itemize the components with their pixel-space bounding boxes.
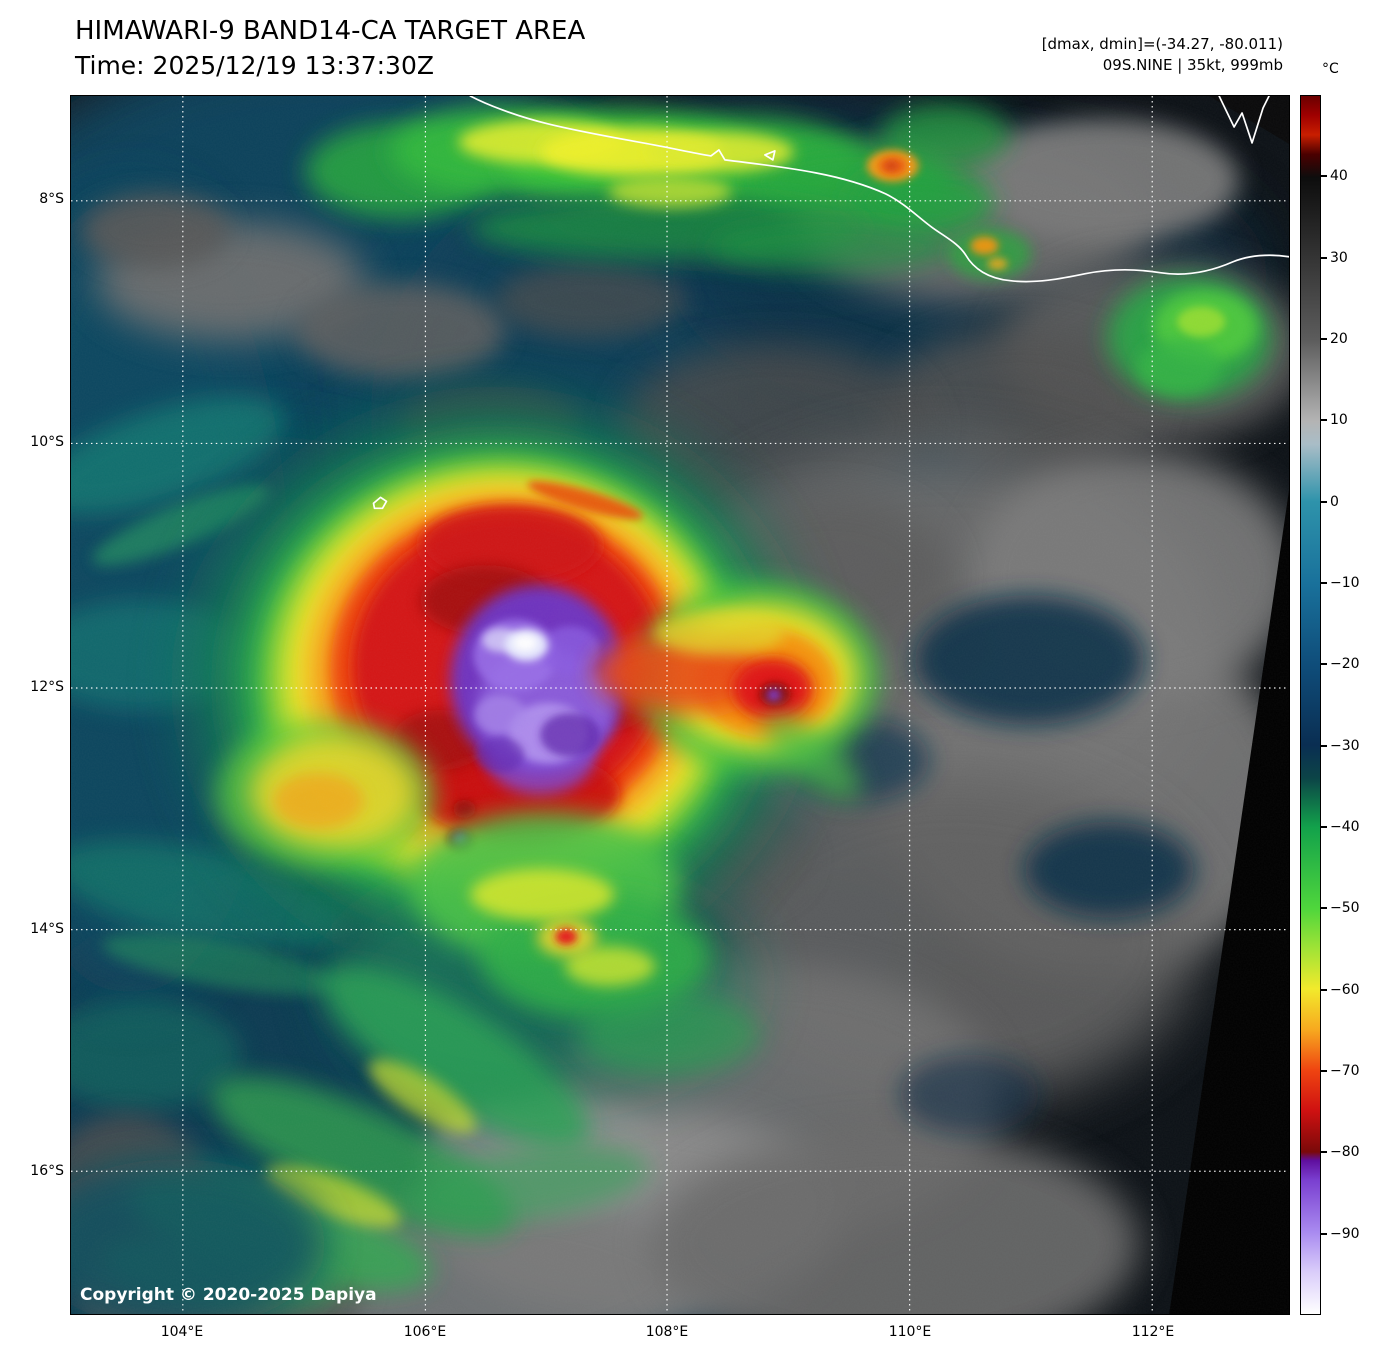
colorbar-tick-n50: −50 [1321, 900, 1360, 916]
colorbar-tick-0: 0 [1321, 494, 1339, 510]
tick-mark [1321, 1151, 1327, 1153]
colorbar-tick-40: 40 [1321, 168, 1348, 184]
colorbar-tick-label: 30 [1330, 250, 1348, 266]
colorbar-tick-label: 20 [1330, 331, 1348, 347]
colorbar-tick-n80: −80 [1321, 1144, 1360, 1160]
tick-mark [1321, 582, 1327, 584]
tick-mark [1321, 745, 1327, 747]
time-label: Time: 2025/12/19 13:37:30Z [75, 51, 434, 80]
lat-label-10s: 10°S [30, 434, 64, 450]
extrema-label: [dmax, dmin]=(-34.27, -80.011) [1041, 35, 1283, 53]
gridlines [71, 96, 1289, 1314]
coastline [372, 96, 1289, 510]
colorbar [1300, 95, 1321, 1315]
tick-mark [1321, 989, 1327, 991]
colorbar-tick-label: −10 [1330, 575, 1360, 591]
tick-mark [1321, 1233, 1327, 1235]
colorbar-tick-label: 10 [1330, 412, 1348, 428]
colorbar-tick-10: 10 [1321, 412, 1348, 428]
colorbar-tick-label: −40 [1330, 819, 1360, 835]
colorbar-tick-label: −80 [1330, 1144, 1360, 1160]
header-info: [dmax, dmin]=(-34.27, -80.011) 09S.NINE … [1042, 34, 1283, 76]
tick-mark [1321, 257, 1327, 259]
colorbar-tick-n20: −20 [1321, 656, 1360, 672]
lon-label-104e: 104°E [160, 1324, 204, 1340]
colorbar-tick-n60: −60 [1321, 982, 1360, 998]
copyright-label: Copyright © 2020-2025 Dapiya [80, 1285, 377, 1305]
colorbar-tick-n40: −40 [1321, 819, 1360, 835]
satellite-imagery [71, 96, 1289, 1314]
colorbar-tick-20: 20 [1321, 331, 1348, 347]
colorbar-tick-n10: −10 [1321, 575, 1360, 591]
lon-label-106e: 106°E [403, 1324, 447, 1340]
colorbar-tick-label: 40 [1330, 168, 1348, 184]
page-title: HIMAWARI-9 BAND14-CA TARGET AREA [75, 16, 586, 46]
lat-label-16s: 16°S [30, 1163, 64, 1179]
tick-mark [1321, 907, 1327, 909]
lon-label-112e: 112°E [1131, 1324, 1175, 1340]
colorbar-unit-label: °C [1322, 61, 1339, 77]
colorbar-tick-label: −50 [1330, 900, 1360, 916]
tick-mark [1321, 419, 1327, 421]
storm-label: 09S.NINE | 35kt, 999mb [1102, 56, 1283, 74]
colorbar-tick-n30: −30 [1321, 738, 1360, 754]
lon-label-108e: 108°E [645, 1324, 689, 1340]
noise-texture [71, 96, 1289, 1314]
lon-label-110e: 110°E [888, 1324, 932, 1340]
colorbar-tick-label: −30 [1330, 738, 1360, 754]
satellite-map: Copyright © 2020-2025 Dapiya [70, 95, 1290, 1315]
tick-mark [1321, 663, 1327, 665]
colorbar-tick-label: −90 [1330, 1226, 1360, 1242]
colorbar-tick-n90: −90 [1321, 1226, 1360, 1242]
colorbar-tick-label: −20 [1330, 656, 1360, 672]
lat-label-14s: 14°S [30, 921, 64, 937]
tick-mark [1321, 826, 1327, 828]
colorbar-tick-label: −60 [1330, 982, 1360, 998]
lat-label-8s: 8°S [39, 191, 64, 207]
colorbar-tick-label: 0 [1330, 494, 1339, 510]
tick-mark [1321, 1070, 1327, 1072]
tick-mark [1321, 338, 1327, 340]
colorbar-tick-n70: −70 [1321, 1063, 1360, 1079]
tick-mark [1321, 501, 1327, 503]
colorbar-tick-label: −70 [1330, 1063, 1360, 1079]
tick-mark [1321, 175, 1327, 177]
colorbar-tick-30: 30 [1321, 250, 1348, 266]
lat-label-12s: 12°S [30, 679, 64, 695]
